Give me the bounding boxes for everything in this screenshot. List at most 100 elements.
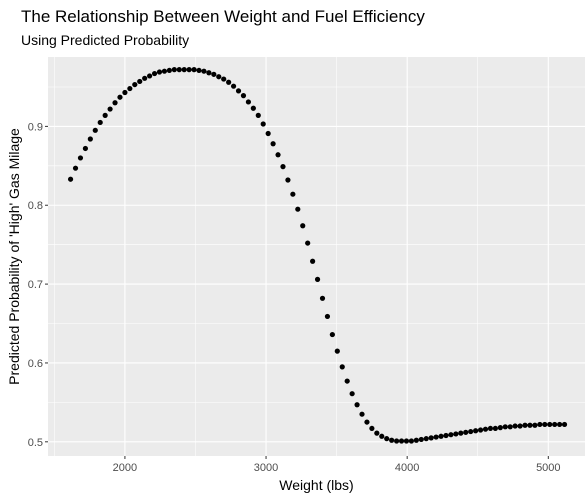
data-point bbox=[433, 434, 439, 440]
data-point bbox=[181, 67, 187, 73]
data-point bbox=[468, 428, 474, 435]
data-point bbox=[176, 67, 182, 73]
data-point bbox=[458, 430, 464, 436]
data-point bbox=[226, 79, 232, 85]
data-point bbox=[497, 425, 503, 431]
data-point bbox=[245, 99, 252, 105]
data-point bbox=[206, 70, 212, 76]
data-point bbox=[349, 391, 355, 397]
data-point bbox=[156, 69, 163, 75]
y-tick-label: 0.8 bbox=[28, 200, 43, 212]
data-point bbox=[448, 432, 454, 438]
data-point bbox=[72, 165, 79, 171]
data-point bbox=[487, 425, 494, 432]
data-point bbox=[359, 411, 365, 417]
data-point bbox=[127, 85, 133, 92]
data-points bbox=[67, 67, 568, 444]
data-point bbox=[453, 431, 459, 437]
data-point bbox=[147, 73, 153, 79]
data-point bbox=[423, 436, 429, 442]
data-point bbox=[556, 421, 563, 428]
data-point bbox=[463, 429, 469, 435]
data-point bbox=[285, 177, 291, 183]
data-point bbox=[408, 438, 415, 444]
chart-subtitle: Using Predicted Probability bbox=[21, 32, 189, 48]
data-point bbox=[300, 223, 306, 229]
x-tick-label: 3000 bbox=[254, 462, 278, 474]
data-point bbox=[171, 67, 177, 73]
data-point bbox=[82, 145, 88, 152]
data-point bbox=[339, 364, 345, 370]
data-point bbox=[393, 438, 400, 444]
data-point bbox=[473, 428, 479, 434]
data-point bbox=[364, 419, 370, 425]
data-point bbox=[250, 105, 256, 111]
x-tick-label: 4000 bbox=[395, 462, 419, 474]
data-point bbox=[240, 93, 247, 99]
y-tick-label: 0.7 bbox=[28, 279, 43, 291]
data-point bbox=[482, 426, 489, 432]
plot-panel bbox=[48, 57, 585, 456]
data-point bbox=[344, 378, 350, 384]
data-point bbox=[334, 348, 340, 354]
data-point bbox=[547, 421, 553, 428]
data-point bbox=[290, 191, 296, 197]
y-tick-label: 0.9 bbox=[28, 121, 43, 133]
data-point bbox=[537, 421, 543, 428]
data-point bbox=[389, 437, 395, 443]
y-axis: 0.5 0.6 0.7 0.8 0.9 bbox=[28, 121, 48, 449]
data-point bbox=[122, 89, 128, 96]
data-point bbox=[443, 432, 449, 439]
data-point bbox=[77, 155, 84, 161]
data-point bbox=[255, 112, 261, 118]
y-tick-label: 0.6 bbox=[28, 358, 43, 370]
data-point bbox=[280, 164, 286, 170]
data-point bbox=[507, 424, 513, 430]
data-point bbox=[230, 83, 237, 89]
data-point bbox=[517, 423, 523, 429]
data-point bbox=[532, 422, 538, 428]
data-point bbox=[413, 437, 419, 443]
data-point bbox=[97, 119, 103, 126]
data-point bbox=[522, 422, 528, 428]
data-point bbox=[384, 436, 390, 442]
data-point bbox=[552, 421, 558, 428]
data-point bbox=[265, 130, 271, 137]
data-point bbox=[260, 121, 266, 127]
data-point bbox=[275, 152, 281, 158]
data-point bbox=[403, 438, 410, 444]
data-point bbox=[324, 313, 331, 320]
major-gridlines bbox=[48, 57, 585, 456]
data-point bbox=[107, 106, 113, 112]
data-point bbox=[161, 68, 168, 74]
data-point bbox=[191, 67, 197, 73]
y-tick-label: 0.5 bbox=[28, 437, 43, 449]
data-point bbox=[379, 433, 385, 439]
data-point bbox=[151, 70, 158, 77]
x-tick-label: 2000 bbox=[113, 462, 137, 474]
data-point bbox=[112, 100, 118, 106]
data-point bbox=[512, 423, 518, 429]
data-point bbox=[295, 206, 301, 212]
data-point bbox=[477, 427, 484, 433]
data-point bbox=[492, 425, 498, 432]
data-point bbox=[398, 438, 405, 444]
data-point bbox=[137, 78, 143, 85]
data-point bbox=[502, 424, 508, 430]
minor-gridlines bbox=[48, 57, 585, 456]
data-point bbox=[221, 76, 227, 82]
data-point bbox=[216, 74, 222, 80]
data-point bbox=[166, 67, 172, 74]
data-point bbox=[354, 402, 360, 408]
data-point bbox=[542, 421, 548, 428]
data-point bbox=[561, 421, 568, 428]
data-point bbox=[329, 331, 335, 338]
data-point bbox=[319, 295, 326, 301]
data-point bbox=[102, 112, 108, 118]
x-tick-label: 5000 bbox=[536, 462, 560, 474]
data-point bbox=[418, 436, 424, 443]
data-point bbox=[438, 433, 444, 439]
data-point bbox=[186, 67, 192, 73]
data-point bbox=[527, 422, 533, 428]
